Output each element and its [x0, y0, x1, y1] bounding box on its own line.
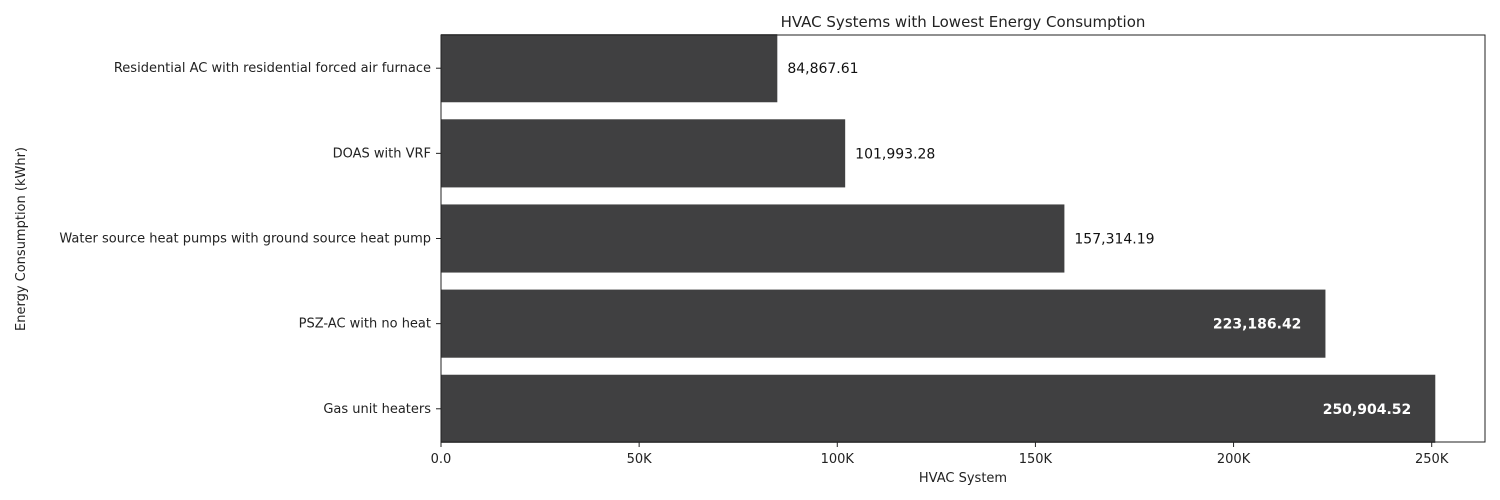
x-tick-label-1: 50K	[627, 452, 653, 467]
x-ticks-group: 0.0 50K 100K 150K 200K 250K	[431, 442, 1449, 467]
bar-4	[441, 374, 1436, 443]
bar-value-label-3: 223,186.42	[1213, 317, 1302, 333]
y-ticks-group: Residential AC with residential forced a…	[59, 61, 441, 417]
y-tick-label-2: Water source heat pumps with ground sour…	[59, 232, 431, 247]
x-tick-label-3: 150K	[1019, 452, 1053, 467]
chart-title: HVAC Systems with Lowest Energy Consumpt…	[781, 13, 1146, 31]
x-tick-label-0: 0.0	[431, 452, 452, 467]
y-tick-label-4: Gas unit heaters	[323, 402, 431, 417]
bar-value-label-4: 250,904.52	[1323, 402, 1412, 418]
y-tick-label-3: PSZ-AC with no heat	[299, 317, 431, 332]
bar-value-label-2: 157,314.19	[1074, 232, 1154, 248]
x-tick-label-5: 250K	[1415, 452, 1449, 467]
bar-2	[441, 204, 1065, 273]
y-tick-label-1: DOAS with VRF	[333, 146, 431, 161]
x-axis-label: HVAC System	[919, 471, 1007, 486]
bar-1	[441, 119, 846, 188]
bar-value-label-1: 101,993.28	[855, 146, 935, 162]
bar-3	[441, 289, 1326, 358]
x-tick-label-4: 200K	[1217, 452, 1251, 467]
x-tick-label-2: 100K	[821, 452, 855, 467]
plot-area-frame	[440, 34, 1486, 443]
bar-0	[441, 34, 778, 103]
bars-group: 84,867.61 101,993.28 157,314.19 223,186.42 2…	[441, 34, 1436, 443]
bar-value-label-0: 84,867.61	[787, 61, 858, 77]
y-tick-label-0: Residential AC with residential forced a…	[114, 61, 431, 76]
y-axis-label: Energy Consumption (kWhr)	[14, 147, 29, 331]
